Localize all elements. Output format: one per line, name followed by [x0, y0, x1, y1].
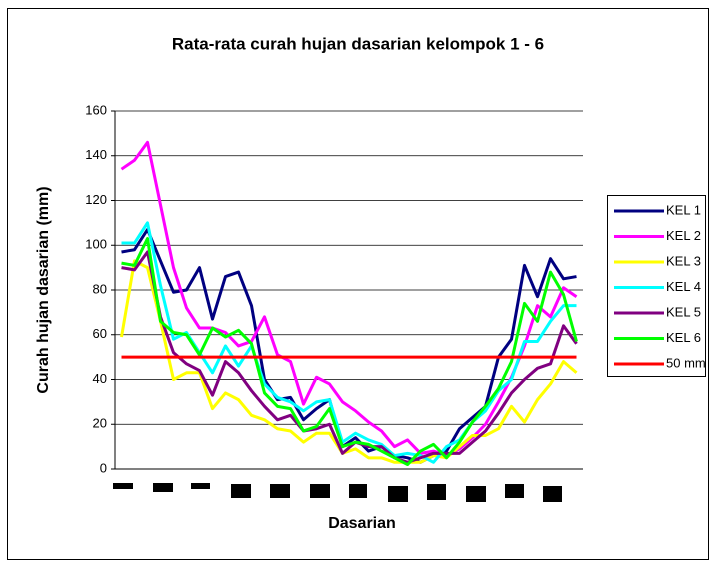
x-axis-title: Dasarian: [328, 515, 396, 532]
redaction: [191, 483, 210, 489]
redaction: [543, 486, 562, 502]
redaction: [427, 484, 446, 500]
y-tick-label: 100: [85, 237, 107, 252]
y-tick-label: 120: [85, 192, 107, 207]
y-tick-label: 80: [93, 281, 107, 296]
series-line: [121, 228, 577, 464]
redaction: [231, 484, 251, 498]
redacted-x-labels: [113, 483, 562, 502]
series-line: [120, 140, 578, 458]
y-tick-label: 160: [85, 102, 107, 117]
legend-label: KEL 2: [666, 228, 701, 243]
redaction: [349, 484, 367, 498]
chart-title: Rata-rata curah hujan dasarian kelompok …: [172, 34, 544, 53]
redaction: [113, 483, 133, 489]
series-line: [120, 259, 578, 464]
legend-label: KEL 4: [666, 279, 701, 294]
series-line: [121, 237, 578, 467]
redaction: [388, 486, 408, 502]
series-line: [121, 250, 578, 464]
legend-label: KEL 6: [666, 330, 701, 345]
legend-label: KEL 1: [666, 202, 701, 217]
legend-label: KEL 5: [666, 304, 701, 319]
redaction: [505, 484, 524, 498]
y-tick-label: 140: [85, 147, 107, 162]
redaction: [466, 486, 486, 502]
redaction: [270, 484, 290, 498]
redaction: [153, 483, 173, 492]
redaction: [310, 484, 330, 498]
y-axis-title: Curah hujan dasarian (mm): [35, 186, 52, 393]
y-tick-label: 0: [100, 460, 107, 475]
y-tick-label: 40: [93, 371, 107, 386]
y-tick-label: 60: [93, 326, 107, 341]
chart-frame: [7, 8, 709, 560]
legend-label: 50 mm: [666, 355, 706, 370]
y-tick-label: 20: [93, 416, 107, 431]
legend-label: KEL 3: [666, 253, 701, 268]
